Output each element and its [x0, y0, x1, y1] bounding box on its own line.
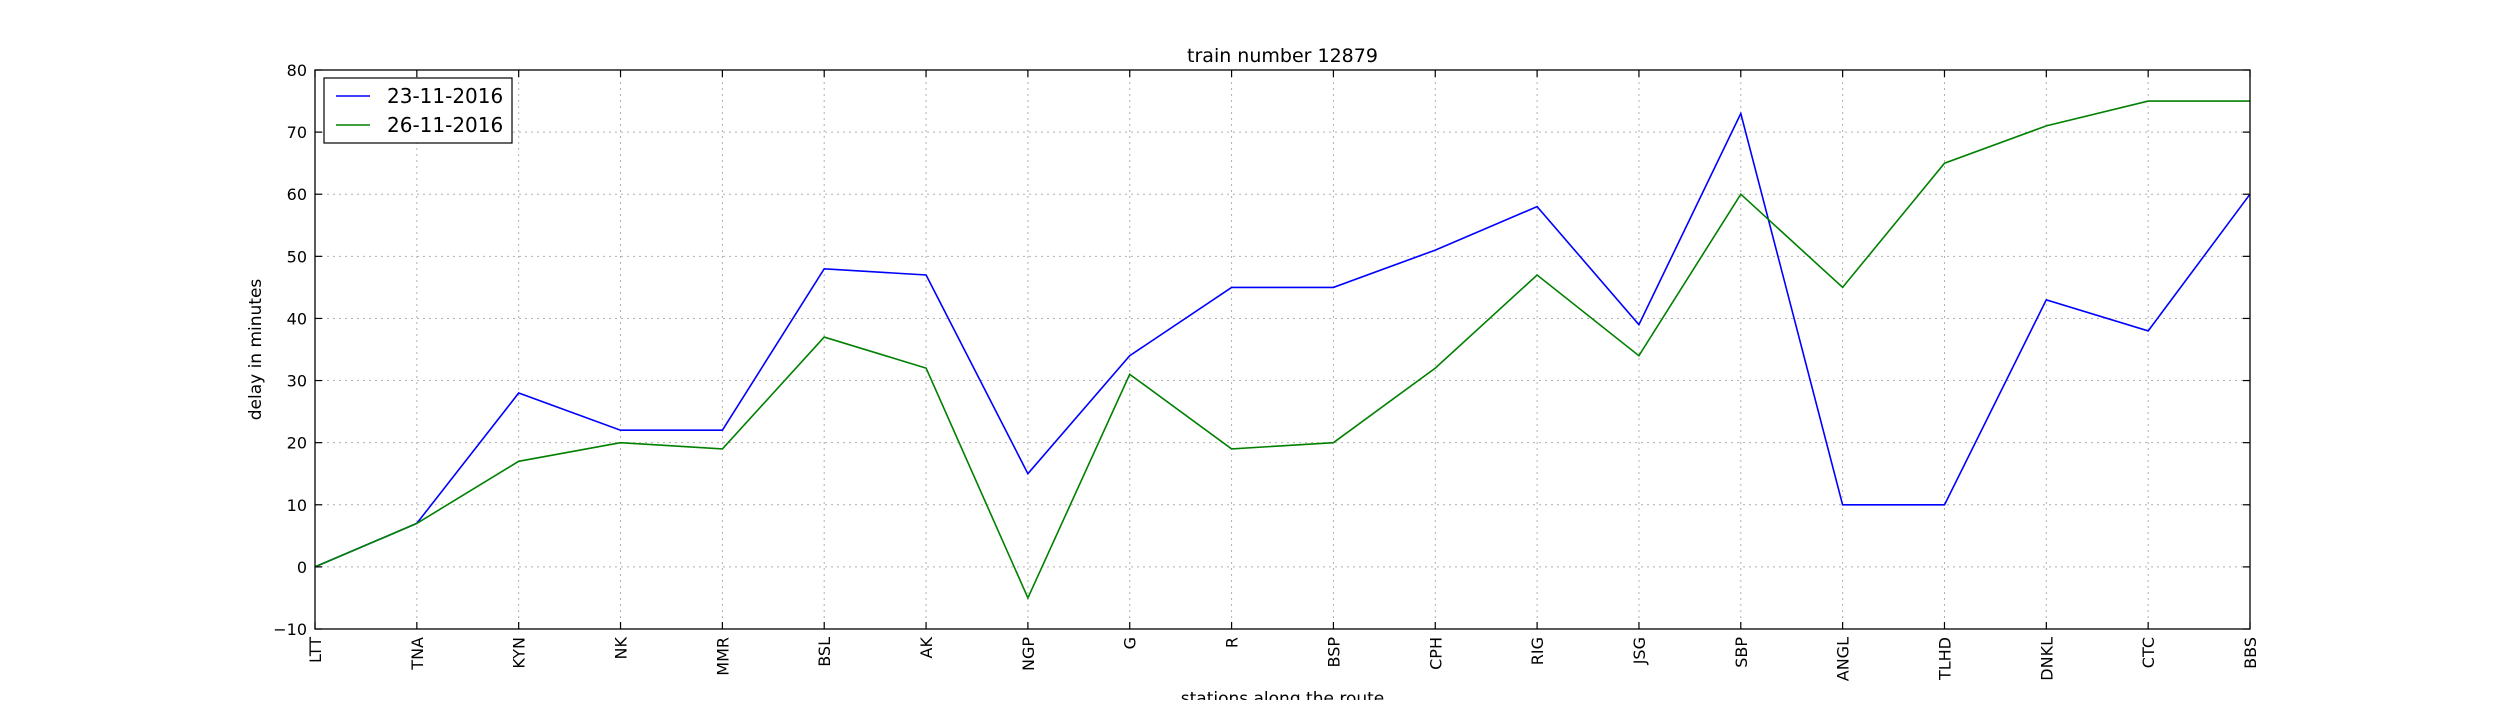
x-tick-label: NGP: [1019, 637, 1038, 671]
y-tick-label: 0: [297, 558, 307, 577]
y-tick-label: 30: [287, 372, 307, 391]
legend-label-2: 26-11-2016: [387, 113, 503, 137]
chart-title: train number 12879: [1187, 45, 1378, 67]
y-axis-label: delay in minutes: [246, 279, 266, 421]
y-axis-ticks: −10 0 10 20 30 40 50 60 70 80: [273, 61, 2250, 639]
x-tick-label: G: [1121, 637, 1140, 649]
series-line-1: [314, 111, 2251, 568]
x-tick-label: TNA: [408, 637, 427, 671]
y-tick-label: 60: [287, 185, 307, 204]
y-tick-label: −10: [273, 620, 307, 639]
x-tick-label: BSP: [1324, 637, 1343, 668]
y-tick-label: 80: [287, 61, 307, 80]
series-line-2: [314, 100, 2250, 600]
legend: 23-11-2016 26-11-2016: [323, 77, 513, 144]
x-axis-ticks: LTT TNA KYN NK MMR BSL AK NGP G R BSP CPH RIG JSG SBP A…: [306, 70, 2260, 681]
x-tick-label: TLHD: [1935, 637, 1954, 681]
x-tick-label: CTC: [2139, 637, 2158, 668]
series-lines: [314, 100, 2251, 600]
x-tick-label: ANGL: [1834, 637, 1853, 681]
x-tick-label: NK: [612, 637, 631, 660]
x-tick-label: MMR: [713, 637, 732, 676]
legend-box: [323, 77, 513, 144]
axes-frame: [314, 69, 2251, 630]
x-tick-label: BSL: [815, 637, 834, 667]
x-tick-label: CPH: [1426, 637, 1445, 670]
x-tick-label: SBP: [1732, 637, 1751, 668]
x-tick-label: KYN: [510, 637, 529, 669]
legend-label-1: 23-11-2016: [387, 84, 503, 108]
x-tick-label: R: [1223, 637, 1242, 648]
y-tick-label: 10: [287, 496, 307, 515]
grid-lines: [315, 70, 2250, 629]
x-tick-label: BBS: [2241, 637, 2260, 669]
x-tick-label: JSG: [1630, 637, 1649, 665]
y-tick-label: 70: [287, 123, 307, 142]
y-tick-label: 50: [287, 247, 307, 266]
y-tick-label: 40: [287, 309, 307, 328]
x-axis-label: stations along the route: [1181, 689, 1385, 700]
x-tick-label: DNKL: [2037, 637, 2056, 681]
x-tick-label: AK: [917, 636, 936, 658]
x-tick-label: RIG: [1528, 637, 1547, 665]
x-tick-label: LTT: [306, 637, 325, 663]
y-tick-label: 20: [287, 434, 307, 453]
